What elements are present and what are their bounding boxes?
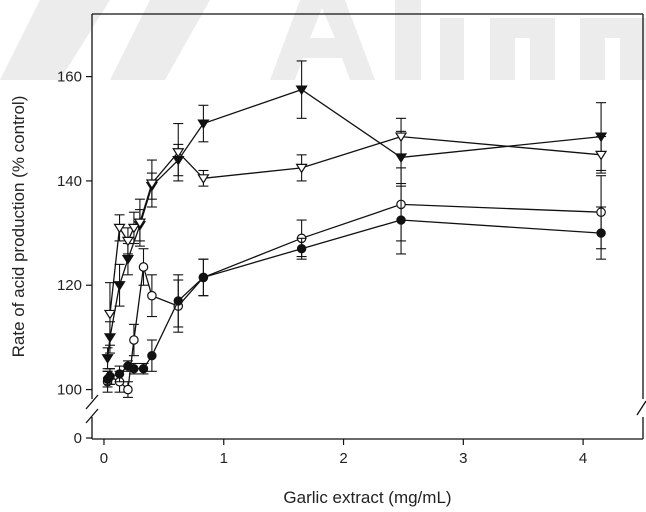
x-tick-label: 2 <box>339 450 347 467</box>
y-tick-label: 140 <box>57 173 82 190</box>
x-tick-label: 3 <box>459 450 467 467</box>
y-axis-break-mark <box>85 394 99 410</box>
data-point <box>113 223 126 234</box>
data-point <box>113 281 126 291</box>
x-tick-label: 1 <box>220 450 228 467</box>
data-point <box>198 272 209 283</box>
data-point <box>197 174 210 184</box>
data-point <box>114 369 125 379</box>
data-point <box>172 148 185 158</box>
y-axis-break-mark <box>85 408 99 424</box>
data-point <box>105 371 115 382</box>
data-point <box>173 296 183 306</box>
data-point <box>123 384 133 395</box>
x-axis-title: Garlic extract (mg/mL) <box>283 488 451 507</box>
y-tick-label-zero: 0 <box>74 430 82 447</box>
data-point <box>396 215 406 225</box>
data-point <box>103 309 117 320</box>
series-4 <box>102 185 607 388</box>
y-axis-title: Rate of acid production (% control) <box>9 96 28 358</box>
series-line <box>109 135 602 314</box>
y-tick-label: 120 <box>57 277 82 294</box>
data-point <box>138 262 149 272</box>
data-point <box>394 132 408 143</box>
data-point <box>295 85 308 96</box>
data-point <box>127 223 141 234</box>
data-point <box>121 236 135 247</box>
data-point <box>138 364 149 374</box>
data-point <box>101 354 114 364</box>
x-tick-label: 0 <box>100 450 108 467</box>
data-point <box>133 218 146 229</box>
data-point <box>197 119 210 130</box>
y-tick-label: 100 <box>57 382 82 399</box>
data-point <box>145 179 158 190</box>
data-point <box>129 364 139 374</box>
data-point <box>296 244 307 254</box>
series-2 <box>103 117 608 346</box>
data-point <box>147 350 157 361</box>
series-line <box>106 88 602 359</box>
data-point <box>121 255 135 265</box>
y-tick-label: 160 <box>57 69 82 86</box>
plot-frame-break-mark <box>636 400 646 416</box>
data-point <box>147 290 157 301</box>
chart-series-layer <box>101 60 608 398</box>
chart-axes: 0 1 2 3 4 100 120 140 160 0 <box>57 13 646 467</box>
data-point <box>594 150 608 161</box>
x-tick-label: 4 <box>579 450 587 467</box>
data-point <box>295 163 308 174</box>
data-point <box>129 335 139 345</box>
data-point <box>596 228 606 238</box>
